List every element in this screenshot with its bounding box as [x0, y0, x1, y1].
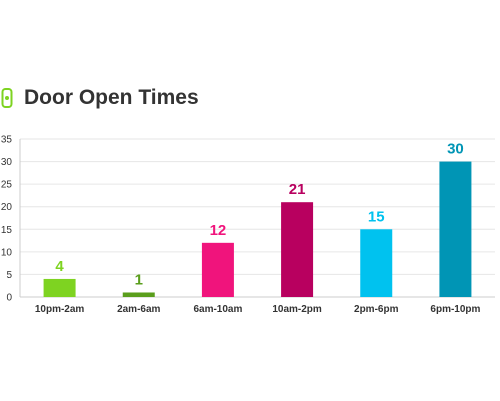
y-tick-label: 15	[1, 225, 13, 236]
value-label: 30	[447, 141, 464, 158]
x-category-label: 10pm-2am	[35, 304, 85, 315]
value-label: 15	[368, 208, 385, 225]
bar	[439, 161, 472, 297]
bar	[360, 229, 393, 297]
door-open-sensor-icon	[0, 84, 14, 112]
value-label: 12	[210, 222, 227, 239]
bar	[281, 202, 314, 297]
x-category-label: 6pm-10pm	[430, 304, 480, 315]
y-tick-label: 35	[1, 135, 13, 146]
bar	[43, 278, 76, 297]
x-category-label: 10am-2pm	[272, 304, 322, 315]
chart-header: Door Open Times	[0, 84, 199, 112]
y-tick-label: 20	[1, 202, 13, 213]
y-tick-label: 30	[1, 157, 13, 168]
bar	[122, 292, 155, 297]
x-category-label: 2am-6am	[117, 304, 160, 315]
x-category-label: 6am-10am	[193, 304, 242, 315]
value-label: 1	[135, 271, 143, 288]
y-tick-label: 5	[6, 270, 12, 281]
value-label: 21	[289, 181, 306, 198]
y-tick-label: 10	[1, 247, 13, 258]
x-category-label: 2pm-6pm	[354, 304, 399, 315]
y-tick-label: 25	[1, 180, 13, 191]
y-tick-label: 0	[6, 293, 12, 304]
value-label: 4	[55, 258, 64, 275]
chart-title: Door Open Times	[24, 86, 199, 109]
bar	[201, 242, 234, 297]
